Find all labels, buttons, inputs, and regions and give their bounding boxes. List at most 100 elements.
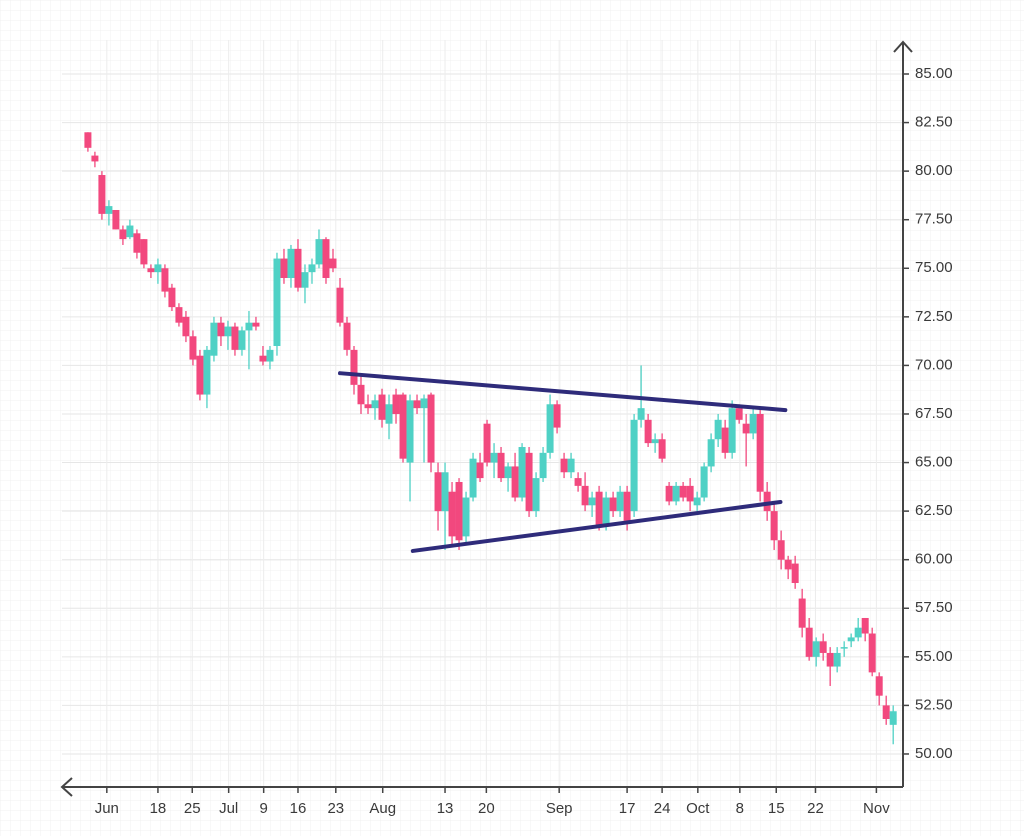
y-axis-arrow bbox=[893, 40, 913, 53]
candle-body bbox=[392, 394, 400, 414]
y-tick-label: 55.00 bbox=[915, 648, 953, 665]
candle-body bbox=[840, 647, 848, 649]
candle-body bbox=[483, 423, 491, 463]
y-tick-label: 75.00 bbox=[915, 259, 953, 276]
candle-body bbox=[224, 326, 232, 337]
candle-body bbox=[203, 349, 211, 395]
candle-body bbox=[574, 478, 582, 486]
candle-body bbox=[721, 427, 729, 453]
candle-body bbox=[147, 268, 155, 273]
candle-body bbox=[658, 439, 666, 459]
x-tick-label: 24 bbox=[654, 800, 671, 817]
candle-body bbox=[875, 676, 883, 696]
candle-body bbox=[175, 307, 183, 323]
candle-body bbox=[343, 322, 351, 350]
candle-body bbox=[371, 400, 379, 409]
x-tick-label: Nov bbox=[863, 800, 890, 817]
candle-body bbox=[210, 322, 218, 356]
candle-body bbox=[532, 478, 540, 512]
candle-body bbox=[749, 413, 757, 434]
candle-body bbox=[679, 485, 687, 498]
candle-body bbox=[609, 497, 617, 512]
candle-body bbox=[189, 336, 197, 360]
candle-body bbox=[511, 466, 519, 498]
candle-body bbox=[294, 248, 302, 288]
candle-body bbox=[91, 155, 99, 162]
y-tick-label: 70.00 bbox=[915, 356, 953, 373]
candle-body bbox=[861, 617, 869, 634]
y-tick-label: 72.50 bbox=[915, 308, 953, 325]
candle-body bbox=[763, 491, 771, 512]
candle-body bbox=[287, 248, 295, 278]
candle-body bbox=[378, 394, 386, 420]
candle-body bbox=[497, 452, 505, 479]
candle-body bbox=[399, 394, 407, 459]
candle-body bbox=[84, 132, 92, 148]
grid bbox=[62, 40, 903, 787]
x-tick-label: 16 bbox=[290, 800, 307, 817]
candle-body bbox=[644, 419, 652, 444]
candle-body bbox=[329, 258, 337, 269]
candle-body bbox=[707, 439, 715, 467]
candle-body bbox=[700, 466, 708, 498]
candle-body bbox=[490, 452, 498, 463]
candle-body bbox=[231, 326, 239, 350]
x-tick-label: Jun bbox=[95, 800, 119, 817]
x-tick-label: 8 bbox=[736, 800, 744, 817]
candle-body bbox=[413, 400, 421, 409]
candle-body bbox=[154, 264, 162, 273]
x-tick-label: Sep bbox=[546, 800, 573, 817]
candle-body bbox=[182, 316, 190, 337]
candle-body bbox=[441, 472, 449, 512]
candle-body bbox=[637, 408, 645, 420]
candle-body bbox=[168, 287, 176, 308]
x-tick-label: 13 bbox=[437, 800, 454, 817]
candle-body bbox=[476, 462, 484, 479]
candle-body bbox=[728, 408, 736, 453]
y-tick-label: 50.00 bbox=[915, 745, 953, 762]
x-axis-arrow bbox=[60, 777, 73, 797]
candle-body bbox=[581, 485, 589, 506]
candle-body bbox=[567, 458, 575, 473]
candle-body bbox=[252, 322, 260, 327]
x-tick-label: Oct bbox=[686, 800, 710, 817]
candle-body bbox=[357, 384, 365, 405]
candle-body bbox=[623, 491, 631, 521]
x-tick-label: 22 bbox=[807, 800, 824, 817]
candle-body bbox=[119, 229, 127, 240]
candle-body bbox=[889, 711, 897, 725]
candle-body bbox=[525, 452, 533, 512]
y-tick-label: 52.50 bbox=[915, 696, 953, 713]
candle-body bbox=[238, 330, 246, 350]
candle-body bbox=[336, 287, 344, 323]
candle-body bbox=[833, 652, 841, 667]
candle-body bbox=[140, 239, 148, 265]
x-tick-label: 9 bbox=[260, 800, 268, 817]
x-tick-label: Jul bbox=[219, 800, 238, 817]
candle-body bbox=[273, 258, 281, 346]
candle-body bbox=[602, 497, 610, 525]
candle-body bbox=[112, 209, 120, 230]
trend-line bbox=[337, 371, 788, 413]
candle-body bbox=[161, 268, 169, 292]
candle-body bbox=[868, 633, 876, 673]
y-tick-label: 65.00 bbox=[915, 454, 953, 471]
candle-body bbox=[364, 404, 372, 409]
candle-body bbox=[315, 239, 323, 265]
candle-body bbox=[266, 349, 274, 362]
candle-body bbox=[812, 641, 820, 657]
candles bbox=[84, 132, 897, 745]
candle-body bbox=[735, 408, 743, 420]
x-tick-label: 25 bbox=[184, 800, 201, 817]
candle-body bbox=[105, 206, 113, 214]
candle-body bbox=[847, 637, 855, 642]
candle-body bbox=[588, 497, 596, 506]
trend-line bbox=[410, 499, 783, 553]
candle-body bbox=[455, 481, 463, 541]
candle-body bbox=[791, 563, 799, 584]
candle-body bbox=[777, 540, 785, 560]
candle-body bbox=[280, 258, 288, 278]
candle-body bbox=[469, 458, 477, 498]
candle-body bbox=[546, 404, 554, 453]
candle-body bbox=[301, 272, 309, 288]
